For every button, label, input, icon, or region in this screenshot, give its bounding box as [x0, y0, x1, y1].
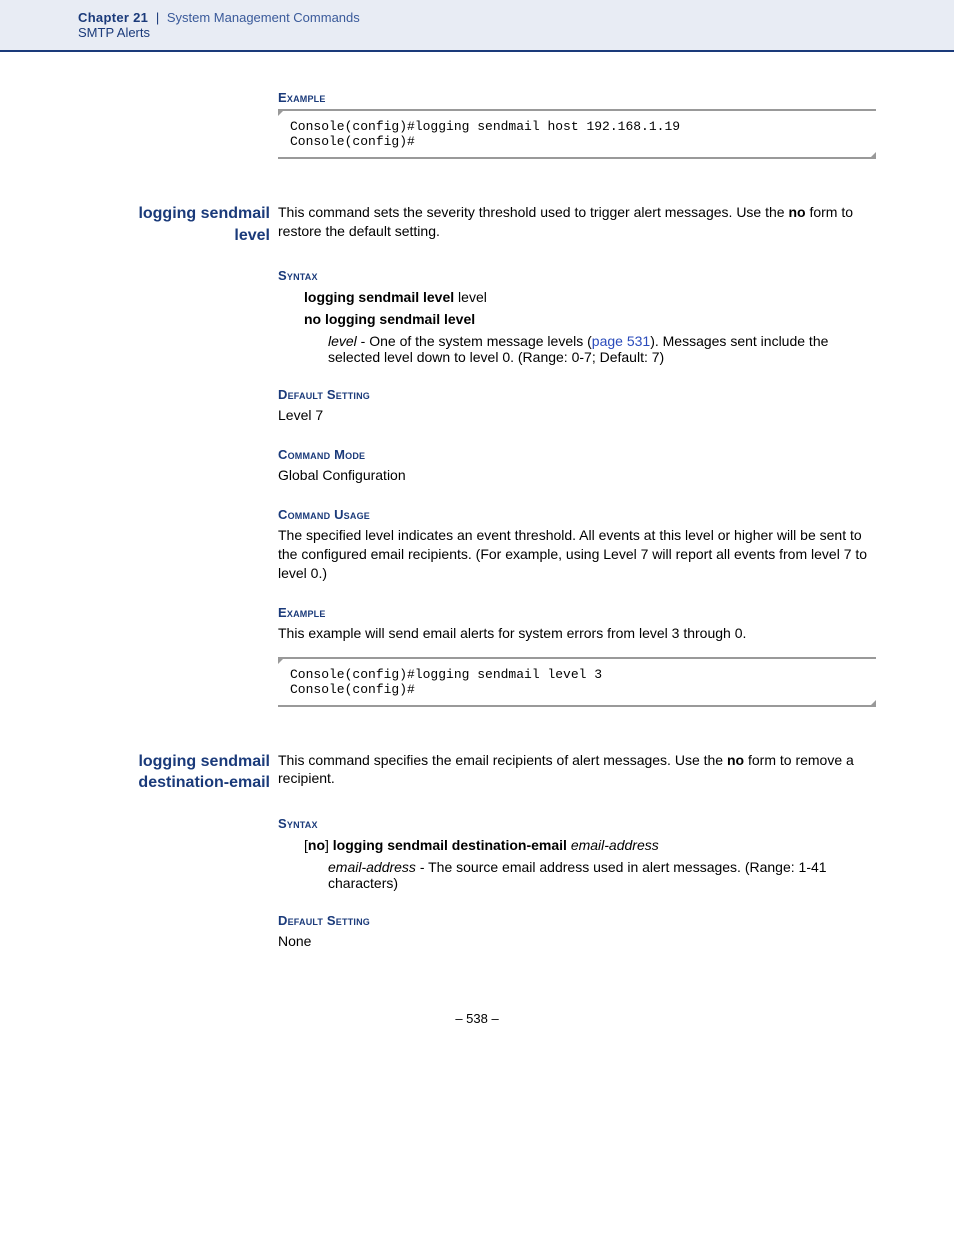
intro-text-a: This command sets the severity threshold… — [278, 204, 788, 220]
syntax-dest-no: no — [308, 837, 325, 853]
example-heading: Example — [278, 90, 876, 105]
command-title-dest-l1: logging sendmail — [118, 751, 270, 773]
param-level-name: level — [328, 333, 357, 349]
syntax-1-bold: logging sendmail level — [304, 289, 454, 305]
command-title-l1: logging sendmail — [118, 203, 270, 225]
syntax-1-rest: level — [454, 289, 487, 305]
header-separator: | — [156, 10, 159, 25]
default-setting-heading-2: Default Setting — [278, 913, 876, 928]
default-setting-text-2: None — [278, 932, 876, 951]
intro2-text-a: This command specifies the email recipie… — [278, 752, 727, 768]
param-level-a: - One of the system message levels ( — [357, 333, 592, 349]
default-setting-heading-1: Default Setting — [278, 387, 876, 402]
command-title-dest-l2: destination-email — [118, 772, 270, 794]
param-email: email-address - The source email address… — [328, 859, 876, 891]
syntax-dest-ital: email-address — [571, 837, 659, 853]
example-heading-2: Example — [278, 605, 876, 620]
param-level: level - One of the system message levels… — [328, 333, 876, 365]
example-intro-2: This example will send email alerts for … — [278, 624, 876, 643]
command-intro-dest: This command specifies the email recipie… — [278, 751, 876, 789]
command-usage-heading: Command Usage — [278, 507, 876, 522]
page-content: Example Console(config)#logging sendmail… — [0, 52, 954, 1066]
intro2-no-bold: no — [727, 752, 744, 768]
command-title-l2: level — [118, 225, 270, 247]
command-title-level: logging sendmail level — [118, 203, 278, 246]
header-line-1: Chapter 21 | System Management Commands — [78, 10, 954, 25]
page-531-link[interactable]: page 531 — [592, 333, 650, 349]
code-example-1: Console(config)#logging sendmail host 19… — [278, 109, 876, 159]
intro-no-bold: no — [788, 204, 805, 220]
chapter-label: Chapter 21 — [78, 10, 148, 25]
command-usage-text: The specified level indicates an event t… — [278, 526, 876, 583]
page-number: – 538 – — [78, 1011, 876, 1026]
header-subtitle: SMTP Alerts — [78, 25, 954, 40]
syntax-line-2: no logging sendmail level — [304, 311, 876, 327]
syntax-dest-b: ] — [325, 837, 333, 853]
syntax-heading-2: Syntax — [278, 816, 876, 831]
param-email-name: email-address — [328, 859, 416, 875]
chapter-title: System Management Commands — [167, 10, 360, 25]
syntax-2-bold: no logging sendmail level — [304, 311, 475, 327]
default-setting-text-1: Level 7 — [278, 406, 876, 425]
syntax-heading-1: Syntax — [278, 268, 876, 283]
command-mode-text-1: Global Configuration — [278, 466, 876, 485]
page-header: Chapter 21 | System Management Commands … — [0, 0, 954, 52]
syntax-dest-bold: logging sendmail destination-email — [333, 837, 567, 853]
syntax-line-1: logging sendmail level level — [304, 289, 876, 305]
code-example-2: Console(config)#logging sendmail level 3… — [278, 657, 876, 707]
command-mode-heading-1: Command Mode — [278, 447, 876, 462]
syntax-dest-line: [no] logging sendmail destination-email … — [304, 837, 876, 853]
command-intro-level: This command sets the severity threshold… — [278, 203, 876, 241]
command-title-dest: logging sendmail destination-email — [118, 751, 278, 794]
